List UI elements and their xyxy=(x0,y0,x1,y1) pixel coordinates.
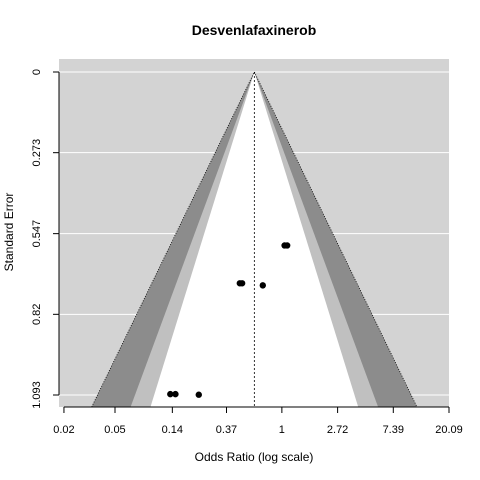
y-tick-label-1: 0.273 xyxy=(31,139,43,167)
contour-region-90 xyxy=(150,72,359,407)
data-point-1 xyxy=(283,242,291,249)
y-tick-label-3: 0.82 xyxy=(31,304,43,325)
data-point-3 xyxy=(238,280,246,287)
x-tick-label-2: 0.14 xyxy=(162,424,183,436)
x-tick-label-0: 0.02 xyxy=(53,424,74,436)
x-tick-label-4: 1 xyxy=(279,424,285,436)
data-point-6 xyxy=(172,390,179,398)
chart-title: Desvenlafaxinerob xyxy=(192,22,317,38)
data-point-5 xyxy=(167,390,174,398)
x-tick-label-1: 0.05 xyxy=(104,424,125,436)
x-tick-label-6: 7.39 xyxy=(383,424,404,436)
data-point-7 xyxy=(195,391,202,398)
y-tick-label-0: 0 xyxy=(31,69,43,75)
y-axis-label: Standard Error xyxy=(2,193,16,272)
y-tick-label-4: 1.093 xyxy=(31,381,43,409)
x-tick-label-5: 2.72 xyxy=(327,424,348,436)
x-tick-label-7: 20.09 xyxy=(435,424,463,436)
funnel-outline xyxy=(91,71,418,408)
x-axis-label: Odds Ratio (log scale) xyxy=(195,450,314,464)
y-tick-label-2: 0.547 xyxy=(31,220,43,248)
data-point-4 xyxy=(259,282,266,289)
x-tick-label-3: 0.37 xyxy=(216,424,237,436)
